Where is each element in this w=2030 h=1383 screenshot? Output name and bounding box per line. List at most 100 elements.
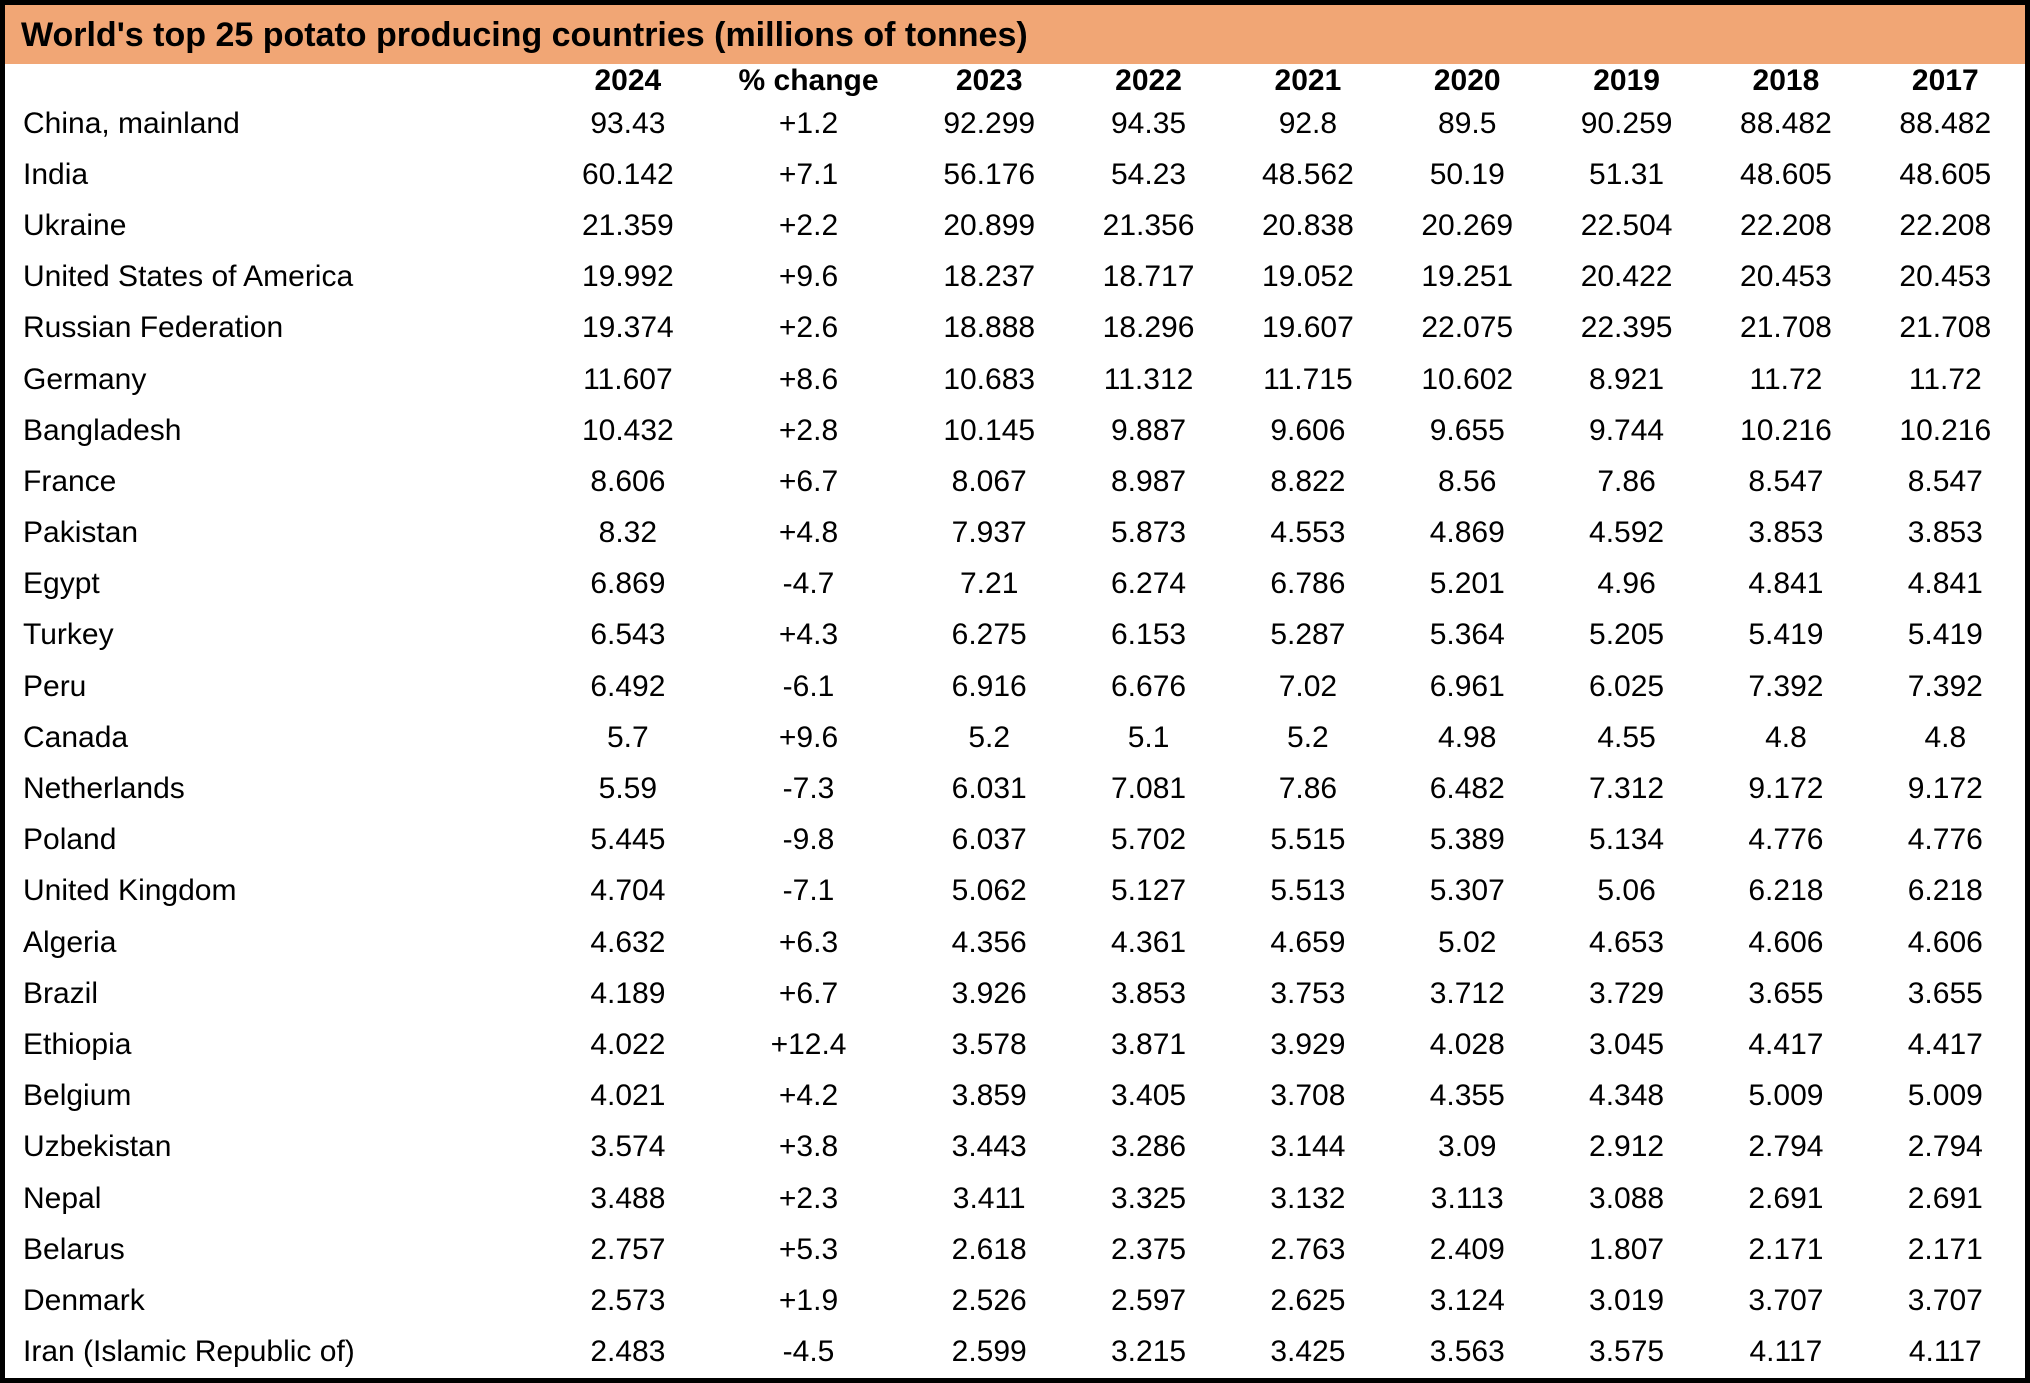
value-cell: 3.045 (1589, 1027, 1665, 1061)
value-cell: 3.09 (1438, 1130, 1497, 1164)
country-cell: Brazil (23, 976, 99, 1010)
value-cell: 4.117 (1749, 1335, 1823, 1369)
country-cell: France (23, 464, 117, 498)
value-cell: 3.853 (1111, 976, 1187, 1010)
value-cell: 21.359 (581, 208, 674, 242)
pct-change-cell: -9.8 (782, 823, 835, 857)
value-cell: 4.632 (590, 925, 666, 959)
value-cell: 2.691 (1907, 1181, 1983, 1215)
value-cell: 3.144 (1270, 1130, 1346, 1164)
value-cell: 5.009 (1907, 1079, 1983, 1113)
table-row: Belgium 4.021 +4.2 3.859 3.405 3.708 4.355 4.34… (5, 1071, 2025, 1122)
value-cell: 10.683 (943, 362, 1036, 396)
value-cell: 7.392 (1748, 669, 1824, 703)
value-cell: 7.081 (1111, 772, 1187, 806)
table-row: India 60.142 +7.1 56.176 54.23 48.562 50.19 51.… (5, 149, 2025, 200)
value-cell: 4.022 (590, 1027, 666, 1061)
value-cell: 3.853 (1748, 516, 1824, 550)
value-cell: 4.606 (1748, 925, 1824, 959)
table-row: Belarus 2.757 +5.3 2.618 2.375 2.763 2.409 1.80… (5, 1224, 2025, 1275)
year-header: 2020 (1433, 64, 1501, 97)
value-cell: 4.189 (590, 976, 666, 1010)
value-cell: 6.482 (1429, 772, 1505, 806)
country-cell: United States of America (23, 260, 354, 294)
value-cell: 4.776 (1748, 823, 1824, 857)
value-cell: 4.704 (590, 874, 666, 908)
value-cell: 8.56 (1438, 464, 1497, 498)
pct-change-cell: +9.6 (778, 720, 839, 754)
value-cell: 5.445 (590, 823, 666, 857)
value-cell: 6.916 (951, 669, 1027, 703)
year-header: 2018 (1752, 64, 1820, 97)
table-row: Bangladesh 10.432 +2.8 10.145 9.887 9.606 9.65… (5, 405, 2025, 456)
value-cell: 51.31 (1589, 157, 1665, 191)
pct-change-cell: +9.6 (778, 260, 839, 294)
value-cell: 5.1 (1127, 720, 1170, 754)
value-cell: 92.8 (1278, 106, 1338, 140)
table-row: Canada 5.7 +9.6 5.2 5.1 5.2 4.98 4.55 4.8 4.8 (5, 712, 2025, 763)
value-cell: 11.607 (583, 362, 673, 396)
value-cell: 2.171 (1907, 1232, 1983, 1266)
value-cell: 8.921 (1589, 362, 1665, 396)
value-cell: 3.707 (1748, 1283, 1824, 1317)
year-header: 2019 (1593, 64, 1660, 97)
pct-change-cell: +8.6 (778, 362, 839, 396)
country-cell: Nepal (23, 1181, 102, 1215)
value-cell: 18.237 (943, 260, 1036, 294)
value-cell: 3.563 (1429, 1335, 1505, 1369)
table-row: Turkey 6.543 +4.3 6.275 6.153 5.287 5.364 5.205… (5, 610, 2025, 661)
value-cell: 6.676 (1111, 669, 1187, 703)
pct-change-cell: +4.3 (778, 618, 839, 652)
country-cell: Germany (23, 362, 147, 396)
table-row: Egypt 6.869 -4.7 7.21 6.274 6.786 5.201 4.96 4.8… (5, 559, 2025, 610)
country-cell: Uzbekistan (23, 1130, 172, 1164)
value-cell: 9.172 (1907, 772, 1983, 806)
value-cell: 8.606 (590, 464, 666, 498)
value-cell: 89.5 (1438, 106, 1497, 140)
value-cell: 9.744 (1589, 413, 1665, 447)
table-row: Poland 5.445 -9.8 6.037 5.702 5.515 5.389 5.134… (5, 815, 2025, 866)
value-cell: 21.708 (1740, 311, 1832, 345)
table-row: Iran (Islamic Republic of) 2.483 -4.5 2.599… (5, 1327, 2025, 1379)
value-cell: 4.028 (1429, 1027, 1505, 1061)
table-row: Netherlands 5.59 -7.3 6.031 7.081 7.86 6.482 7.… (5, 763, 2025, 814)
country-header (5, 64, 548, 98)
value-cell: 6.153 (1111, 618, 1187, 652)
value-cell: 19.992 (581, 260, 674, 294)
year-header: 2024 (594, 64, 662, 97)
value-cell: 6.786 (1270, 567, 1346, 601)
value-cell: 5.364 (1429, 618, 1505, 652)
value-cell: 3.286 (1111, 1130, 1187, 1164)
value-cell: 60.142 (581, 157, 674, 191)
value-cell: 18.717 (1102, 260, 1195, 294)
value-cell: 6.218 (1907, 874, 1983, 908)
year-header: 2021 (1274, 64, 1342, 97)
value-cell: 3.325 (1111, 1181, 1187, 1215)
value-cell: 5.419 (1907, 618, 1983, 652)
country-cell: Pakistan (23, 516, 139, 550)
table-row: Pakistan 8.32 +4.8 7.937 5.873 4.553 4.869 4.59… (5, 508, 2025, 559)
pct-change-cell: +1.2 (778, 106, 839, 140)
value-cell: 3.443 (951, 1130, 1027, 1164)
value-cell: 3.405 (1111, 1079, 1187, 1113)
value-cell: 48.605 (1899, 157, 1992, 191)
table-row: France 8.606 +6.7 8.067 8.987 8.822 8.56 7.86 8.… (5, 456, 2025, 507)
value-cell: 3.712 (1429, 976, 1505, 1010)
value-cell: 6.037 (951, 823, 1027, 857)
value-cell: 5.127 (1111, 874, 1187, 908)
value-cell: 4.117 (1908, 1335, 1982, 1369)
value-cell: 4.841 (1748, 567, 1824, 601)
value-cell: 18.888 (943, 311, 1036, 345)
value-cell: 5.515 (1270, 823, 1346, 857)
value-cell: 2.573 (590, 1283, 666, 1317)
value-cell: 5.389 (1429, 823, 1505, 857)
table-row: Germany 11.607 +8.6 10.683 11.312 11.715 10.60… (5, 354, 2025, 405)
table-row: Ethiopia 4.022 +12.4 3.578 3.871 3.929 4.028 3.… (5, 1019, 2025, 1070)
value-cell: 3.019 (1589, 1283, 1665, 1317)
pct-change-cell: +7.1 (778, 157, 839, 191)
value-cell: 4.841 (1907, 567, 1983, 601)
value-cell: 6.961 (1429, 669, 1505, 703)
value-cell: 4.606 (1907, 925, 1983, 959)
table-row: Peru 6.492 -6.1 6.916 6.676 7.02 6.961 6.025 7.3… (5, 661, 2025, 712)
